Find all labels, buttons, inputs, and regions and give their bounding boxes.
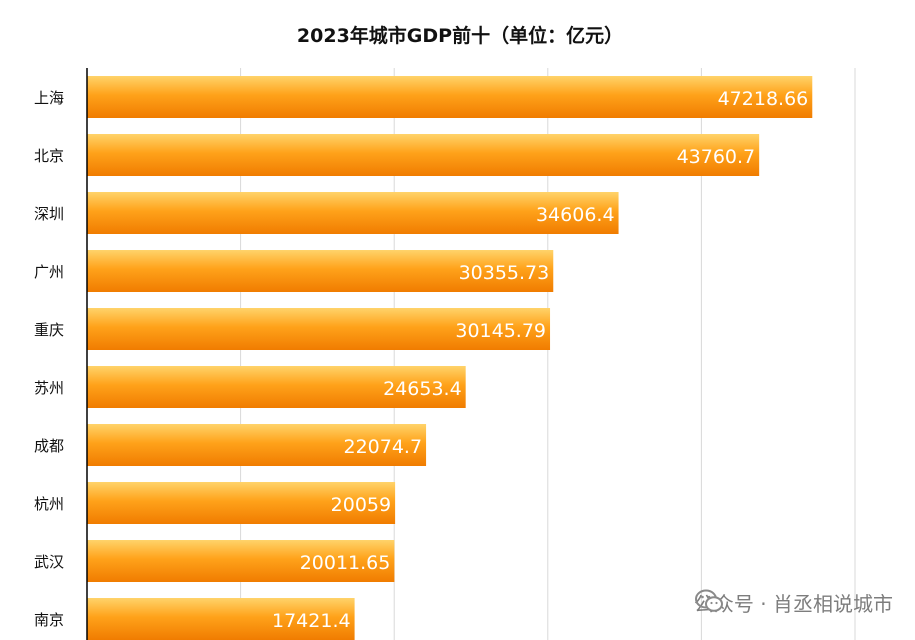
category-label: 南京 bbox=[34, 611, 64, 629]
category-label: 北京 bbox=[34, 147, 64, 165]
value-label: 47218.66 bbox=[718, 88, 809, 110]
value-label: 20011.65 bbox=[300, 552, 391, 574]
value-label: 20059 bbox=[331, 494, 391, 516]
bar bbox=[87, 366, 466, 408]
category-label: 武汉 bbox=[34, 553, 64, 571]
bar bbox=[87, 134, 760, 176]
value-label: 43760.7 bbox=[677, 146, 756, 168]
value-labels: 47218.66 43760.7 34606.4 30355.73 30145.79 24… bbox=[272, 88, 808, 632]
category-label: 苏州 bbox=[34, 379, 64, 397]
bar bbox=[87, 540, 395, 582]
category-label: 上海 bbox=[34, 89, 64, 107]
bar bbox=[87, 308, 551, 350]
value-label: 30355.73 bbox=[459, 262, 550, 284]
chart-title: 2023年城市GDP前十（单位：亿元） bbox=[297, 24, 623, 47]
category-label: 成都 bbox=[34, 437, 64, 455]
watermark: 公众号 · 肖丞相说城市 bbox=[694, 588, 893, 617]
value-label: 34606.4 bbox=[536, 204, 615, 226]
bar bbox=[87, 192, 619, 234]
value-label: 30145.79 bbox=[455, 320, 546, 342]
bar bbox=[87, 482, 396, 524]
value-label: 24653.4 bbox=[383, 378, 462, 400]
wechat-icon bbox=[694, 589, 723, 612]
bar bbox=[87, 598, 355, 640]
bar bbox=[87, 424, 427, 466]
bars bbox=[87, 76, 813, 640]
value-label: 22074.7 bbox=[343, 436, 422, 458]
category-label: 杭州 bbox=[34, 495, 64, 513]
category-label: 深圳 bbox=[34, 205, 64, 223]
category-label: 广州 bbox=[34, 263, 64, 281]
bar bbox=[87, 76, 813, 118]
watermark-text: 公众号 · 肖丞相说城市 bbox=[693, 592, 893, 616]
bar bbox=[87, 250, 554, 292]
value-label: 17421.4 bbox=[272, 610, 351, 632]
category-label: 重庆 bbox=[34, 321, 64, 339]
